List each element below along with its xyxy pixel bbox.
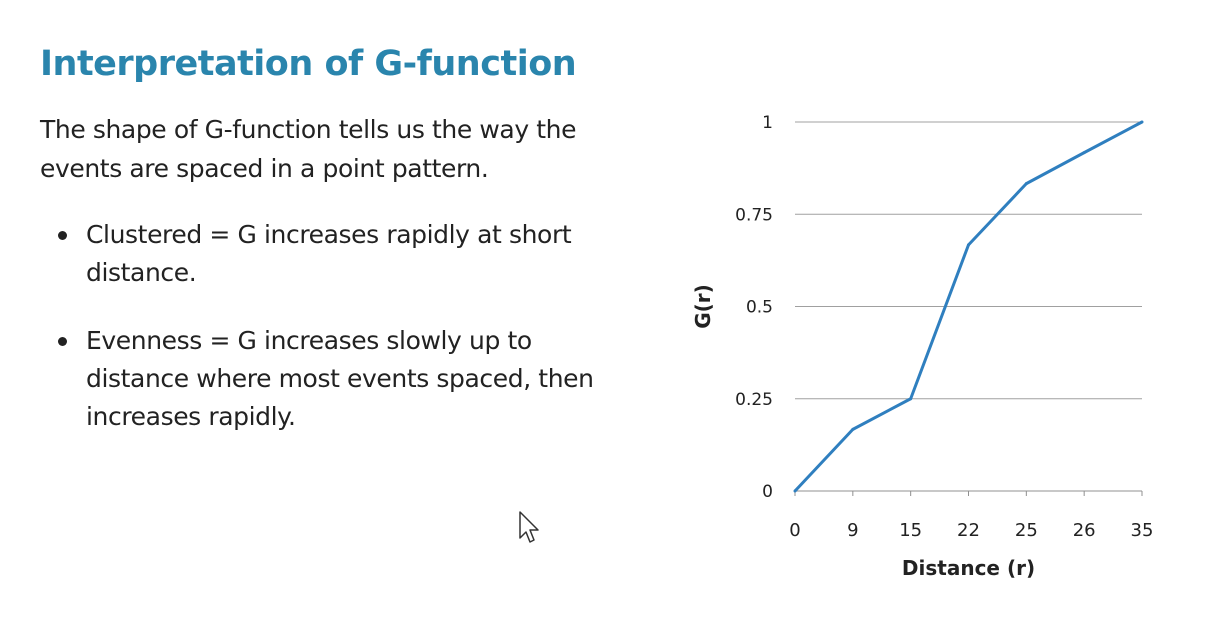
y-tick-label: 0 xyxy=(762,482,773,502)
bullet-text: Evenness = G increases slowly up to dist… xyxy=(86,326,594,431)
data-point xyxy=(1024,182,1028,186)
bullet-list: Clustered = G increases rapidly at short… xyxy=(56,216,636,466)
g-function-chart: 0 0.25 0.5 0.75 1 0 9 15 22 25 26 35 Distance (r) G(r… xyxy=(691,113,1154,580)
x-tick-label: 0 xyxy=(789,520,800,541)
data-point xyxy=(909,397,913,401)
slide-title: Interpretation of G-function xyxy=(40,44,577,84)
data-point xyxy=(851,427,855,431)
intro-text: The shape of G-function tells us the way… xyxy=(40,115,577,183)
y-tick-label: 0.75 xyxy=(735,205,773,225)
x-tick-label: 25 xyxy=(1015,520,1038,541)
data-point xyxy=(967,243,970,247)
data-point xyxy=(1140,120,1144,124)
data-point xyxy=(793,489,797,493)
bullet-item-evenness: Evenness = G increases slowly up to dist… xyxy=(56,322,636,436)
y-tick-label: 1 xyxy=(762,113,773,133)
bullet-dot-icon xyxy=(58,231,67,240)
bullet-text: Clustered = G increases rapidly at short… xyxy=(86,220,572,287)
data-point xyxy=(1082,151,1086,155)
bullet-dot-icon xyxy=(58,337,67,346)
y-axis-label: G(r) xyxy=(691,284,715,329)
x-tick-label: 15 xyxy=(899,520,922,541)
arrow-pointer-icon xyxy=(519,511,539,543)
x-tick-label: 35 xyxy=(1131,520,1154,541)
y-tick-label: 0.5 xyxy=(746,298,773,318)
x-axis-label: Distance (r) xyxy=(902,556,1035,580)
x-tick-label: 22 xyxy=(957,520,980,541)
x-tick-label: 9 xyxy=(847,520,858,541)
bullet-item-clustered: Clustered = G increases rapidly at short… xyxy=(56,216,636,292)
x-tick-label: 26 xyxy=(1073,520,1096,541)
y-tick-label: 0.25 xyxy=(735,390,773,410)
